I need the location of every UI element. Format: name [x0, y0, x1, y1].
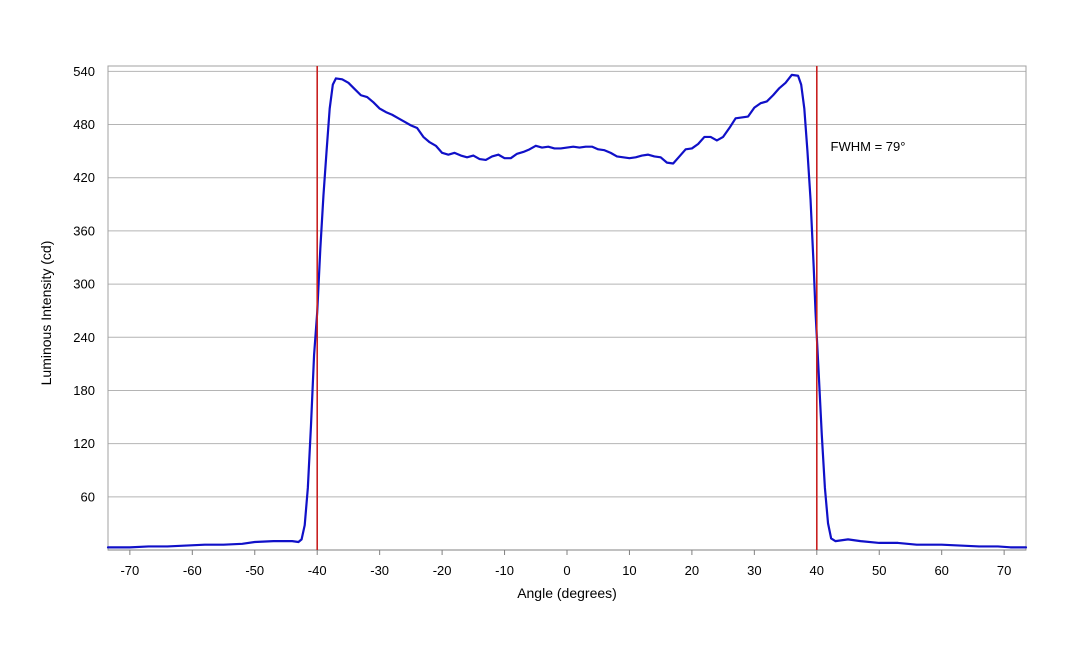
y-axis-label: Luminous Intensity (cd) [38, 241, 54, 386]
y-tick-label: 120 [73, 436, 95, 451]
x-tick-label: 0 [563, 563, 570, 578]
x-tick-label: 30 [747, 563, 761, 578]
x-tick-label: 40 [810, 563, 824, 578]
y-tick-label: 60 [81, 489, 95, 504]
x-tick-label: 50 [872, 563, 886, 578]
x-tick-label: -10 [495, 563, 514, 578]
x-tick-label: 10 [622, 563, 636, 578]
x-tick-label: -60 [183, 563, 202, 578]
y-tick-label: 240 [73, 330, 95, 345]
x-tick-label: 70 [997, 563, 1011, 578]
intensity-series-line [106, 73, 1028, 549]
x-axis-ticks: -70 -60 -50 -40 -30 -20 -10 0 10 20 30 40 50 60 70 [120, 550, 1011, 578]
y-tick-label: 420 [73, 170, 95, 185]
y-axis-ticks: 60 120 180 240 300 360 420 480 540 [73, 64, 95, 504]
x-tick-label: -40 [308, 563, 327, 578]
x-axis-label: Angle (degrees) [517, 585, 617, 601]
y-tick-label: 300 [73, 277, 95, 292]
x-tick-label: -50 [245, 563, 264, 578]
x-tick-label: 20 [685, 563, 699, 578]
x-tick-label: 60 [934, 563, 948, 578]
grid-lines [108, 70, 1026, 498]
y-tick-label: 540 [73, 64, 95, 79]
y-tick-label: 360 [73, 223, 95, 238]
y-tick-label: 480 [73, 117, 95, 132]
series-layer [106, 73, 1028, 549]
fwhm-annotation: FWHM = 79° [831, 139, 906, 154]
x-tick-label: -30 [370, 563, 389, 578]
x-tick-label: -20 [433, 563, 452, 578]
y-tick-label: 180 [73, 383, 95, 398]
x-tick-label: -70 [120, 563, 139, 578]
fwhm-markers [316, 66, 818, 550]
annotations: FWHM = 79° [831, 139, 906, 154]
